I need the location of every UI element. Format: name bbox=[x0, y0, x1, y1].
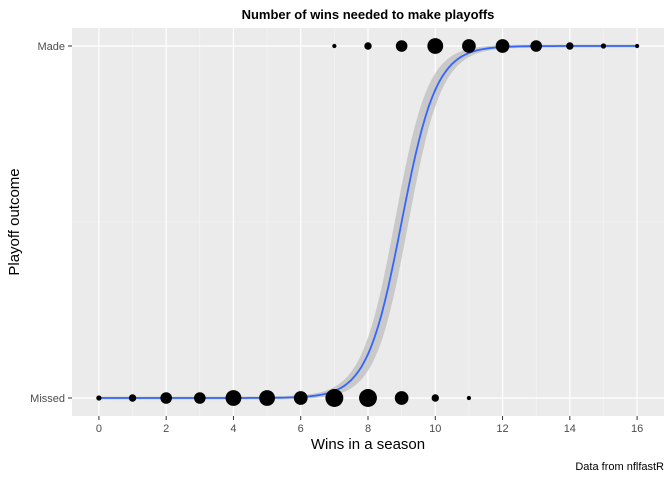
point-missed-6 bbox=[293, 391, 308, 405]
x-tick-label: 14 bbox=[564, 423, 576, 435]
point-missed-0 bbox=[96, 395, 102, 401]
caption: Data from nflfastR bbox=[575, 461, 664, 473]
x-tick-label: 16 bbox=[631, 423, 643, 435]
point-made-16 bbox=[634, 43, 640, 49]
point-missed-2 bbox=[160, 392, 172, 404]
point-made-7 bbox=[332, 43, 337, 49]
point-made-9 bbox=[395, 40, 408, 52]
point-missed-1 bbox=[128, 394, 137, 402]
point-missed-5 bbox=[259, 390, 275, 406]
x-tick-label: 2 bbox=[163, 423, 169, 435]
point-made-11 bbox=[462, 39, 476, 53]
fit-line bbox=[98, 45, 638, 399]
point-missed-4 bbox=[225, 390, 242, 406]
point-missed-11 bbox=[466, 395, 472, 401]
point-made-10 bbox=[427, 38, 444, 54]
y-axis-label: Playoff outcome bbox=[6, 168, 23, 275]
y-tick-label: Missed bbox=[30, 393, 65, 405]
x-tick-label: 6 bbox=[298, 423, 304, 435]
point-missed-7 bbox=[325, 389, 344, 407]
point-missed-9 bbox=[394, 391, 409, 405]
x-tick-label: 0 bbox=[96, 423, 102, 435]
x-axis-label: Wins in a season bbox=[311, 436, 425, 453]
point-made-15 bbox=[600, 43, 607, 49]
point-missed-8 bbox=[359, 389, 377, 407]
point-made-8 bbox=[364, 42, 372, 50]
x-tick-label: 12 bbox=[496, 423, 508, 435]
point-made-12 bbox=[495, 39, 510, 53]
axes: 0 2 4 6 8 10 12 14 16 Missed Made bbox=[30, 41, 643, 435]
y-tick-label: Made bbox=[37, 41, 65, 53]
point-missed-3 bbox=[194, 392, 206, 404]
point-made-13 bbox=[530, 40, 542, 52]
x-tick-label: 8 bbox=[365, 423, 371, 435]
x-tick-label: 4 bbox=[230, 423, 236, 435]
data-points bbox=[96, 38, 640, 407]
point-missed-10 bbox=[431, 394, 439, 402]
x-tick-label: 10 bbox=[429, 423, 441, 435]
point-made-14 bbox=[566, 42, 574, 50]
chart-title: Number of wins needed to make playoffs bbox=[242, 7, 495, 22]
logistic-fit-curve bbox=[98, 45, 638, 399]
